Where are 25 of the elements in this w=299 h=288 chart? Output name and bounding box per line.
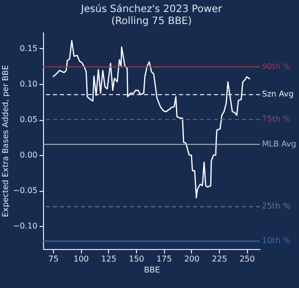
y-tick-label: −0.10 <box>12 222 38 231</box>
y-tick-label: 0.10 <box>20 79 38 88</box>
x-tick-label: 75 <box>48 254 59 264</box>
x-tick-label: 250 <box>240 254 255 264</box>
x-tick-label: 125 <box>101 254 116 264</box>
y-tick-label: 0.05 <box>20 115 38 124</box>
ref-line-label: 25th % <box>262 202 291 211</box>
x-tick-label: 100 <box>74 254 89 264</box>
y-axis-title: Expected Extra Bases Added, per BBE <box>0 64 10 218</box>
ref-line-label: Szn Avg <box>262 90 294 99</box>
chart-title: Jesús Sánchez's 2023 Power <box>80 4 223 15</box>
x-tick-label: 225 <box>212 254 228 264</box>
line-series <box>52 40 251 198</box>
x-axis-title: BBE <box>144 266 160 274</box>
y-tick-label: 0.00 <box>20 150 38 160</box>
x-tick-label: 200 <box>184 254 200 264</box>
ref-line-label: 90th % <box>262 62 291 71</box>
y-tick-label: 0.15 <box>20 44 38 53</box>
ref-line-label: 10th % <box>262 236 291 246</box>
x-tick-label: 150 <box>128 254 144 264</box>
y-tick-label: −0.05 <box>12 186 38 196</box>
ref-line-label: MLB Avg <box>262 139 296 148</box>
ref-line-label: 75th % <box>262 114 291 124</box>
x-tick-label: 175 <box>156 254 172 264</box>
chart-subtitle: (Rolling 75 BBE) <box>111 16 192 27</box>
